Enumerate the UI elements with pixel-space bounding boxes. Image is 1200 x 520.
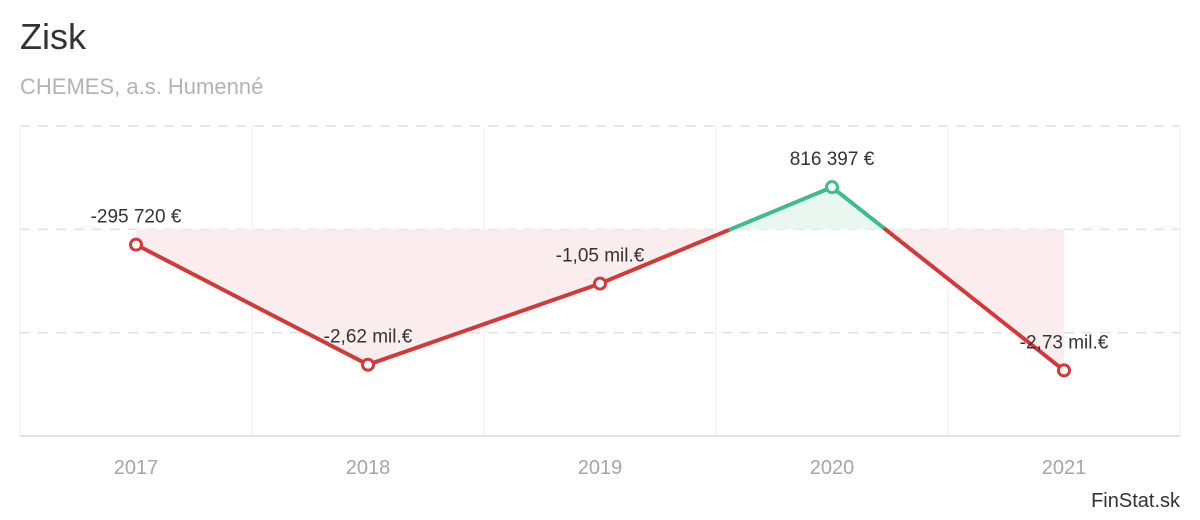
x-tick-label: 2020 (810, 457, 855, 479)
data-label: -2,62 mil.€ (324, 327, 413, 348)
negative-area-fill (368, 229, 600, 365)
x-tick-label: 2021 (1042, 457, 1087, 479)
data-point (825, 180, 839, 195)
negative-line-segment (366, 281, 602, 367)
negative-area-fill (136, 229, 368, 365)
line-layer (134, 185, 1066, 373)
x-tick-label: 2018 (346, 457, 391, 479)
negative-line-segment (598, 227, 733, 286)
chart-subtitle: CHEMES, a.s. Humenné (20, 74, 264, 99)
point-layer (129, 180, 1071, 378)
data-label: -295 720 € (91, 207, 182, 228)
data-point (361, 357, 375, 372)
x-tick-layer: 2017 2018 2019 2020 2021 (114, 457, 1087, 479)
negative-line-segment (134, 242, 370, 367)
data-point (1057, 363, 1071, 378)
x-tick-label: 2017 (114, 457, 159, 479)
chart-title: Zisk (20, 16, 86, 57)
data-label: 816 397 € (790, 149, 875, 170)
negative-line-segment (883, 227, 1066, 373)
data-label: -2,73 mil.€ (1020, 332, 1109, 353)
finstat-credit[interactable]: FinStat.sk (1091, 490, 1180, 512)
positive-line-segment (728, 185, 834, 232)
data-point (593, 276, 607, 291)
x-tick-label: 2019 (578, 457, 623, 479)
data-point (129, 237, 143, 252)
data-label: -1,05 mil.€ (556, 246, 645, 267)
data-label-layer: -295 720 € -2,62 mil.€ -1,05 mil.€ 816 397 … (91, 149, 1109, 353)
positive-line-segment (830, 185, 888, 232)
